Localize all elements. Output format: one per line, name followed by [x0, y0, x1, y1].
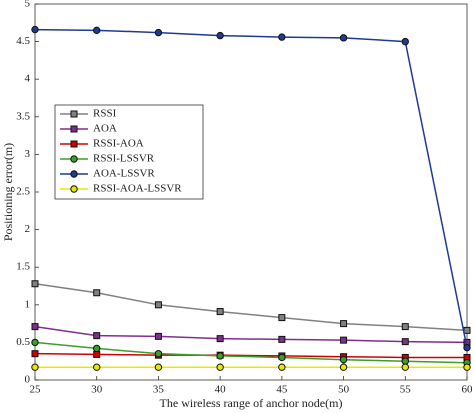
y-tick-label: 0	[25, 374, 31, 386]
marker	[93, 332, 101, 340]
x-tick-label: 25	[30, 384, 42, 396]
marker	[70, 110, 78, 118]
marker	[216, 31, 224, 40]
x-tick-label: 35	[153, 384, 165, 396]
series-line	[34, 283, 468, 332]
legend-label: RSSI	[93, 108, 117, 120]
x-tick-label: 50	[338, 384, 350, 396]
x-tick-label: 40	[215, 384, 227, 396]
y-tick-label: 3.5	[16, 110, 30, 122]
marker	[70, 155, 78, 163]
marker	[401, 37, 409, 46]
marker	[401, 338, 409, 346]
legend-label: AOA-LSSVR	[93, 168, 155, 180]
marker	[216, 335, 224, 343]
marker	[340, 320, 348, 328]
series-line	[34, 325, 468, 344]
legend-label: RSSI-AOA-LSSVR	[93, 183, 182, 195]
y-tick-label: 1.5	[16, 261, 30, 273]
marker	[278, 335, 286, 343]
y-tick-label: 2.5	[16, 186, 30, 198]
marker	[216, 308, 224, 316]
marker	[401, 357, 409, 365]
marker	[278, 33, 286, 41]
marker	[93, 289, 101, 297]
y-tick-label: 5	[25, 0, 31, 10]
y-tick-label: 0.5	[16, 336, 30, 348]
marker	[340, 336, 348, 344]
series-line	[34, 341, 468, 364]
marker	[93, 350, 101, 358]
marker	[463, 326, 471, 334]
marker	[70, 170, 78, 178]
legend-label: RSSI-AOA	[93, 138, 144, 150]
marker	[278, 363, 286, 371]
marker	[154, 349, 163, 358]
marker	[154, 332, 162, 340]
marker	[278, 353, 286, 362]
marker	[463, 343, 471, 352]
marker	[70, 140, 78, 148]
x-tick-label: 55	[400, 384, 412, 396]
y-tick-label: 1	[25, 298, 31, 310]
marker	[31, 280, 39, 288]
marker	[339, 34, 348, 42]
marker	[31, 25, 39, 34]
marker	[339, 363, 348, 371]
x-tick-label: 30	[91, 384, 103, 396]
y-tick-label: 3	[25, 148, 31, 160]
marker	[278, 314, 286, 322]
marker	[154, 28, 163, 37]
legend-label: RSSI-LSSVR	[93, 153, 155, 165]
y-tick-label: 2	[25, 223, 31, 235]
marker	[216, 363, 224, 371]
marker	[401, 363, 409, 371]
legend-box	[54, 104, 204, 200]
marker	[70, 185, 78, 193]
series-line	[34, 28, 468, 348]
marker	[31, 363, 39, 371]
marker	[154, 363, 163, 371]
series-line	[34, 352, 467, 359]
marker	[463, 363, 471, 371]
legend: RSSI AOA RSSI-AOA RSSI-LSSVR AOA-LSSVR RSSI-A…	[54, 104, 204, 200]
marker	[401, 323, 409, 331]
y-tick-label: 4	[25, 73, 31, 85]
marker	[339, 355, 348, 364]
y-tick-label: 4.5	[16, 35, 30, 47]
marker	[31, 350, 39, 358]
marker	[31, 323, 39, 331]
legend-label: AOA	[93, 123, 117, 135]
marker	[93, 344, 101, 353]
marker	[31, 338, 39, 347]
marker	[154, 301, 162, 309]
marker	[216, 352, 224, 360]
y-axis-title: Positioning error(m)	[1, 143, 15, 241]
marker	[70, 125, 78, 133]
x-tick-label: 45	[276, 384, 288, 396]
marker	[93, 26, 101, 35]
x-tick-label: 60	[462, 384, 474, 396]
x-axis-title: The wireless range of anchor node(m)	[160, 396, 343, 410]
marker	[93, 363, 101, 371]
